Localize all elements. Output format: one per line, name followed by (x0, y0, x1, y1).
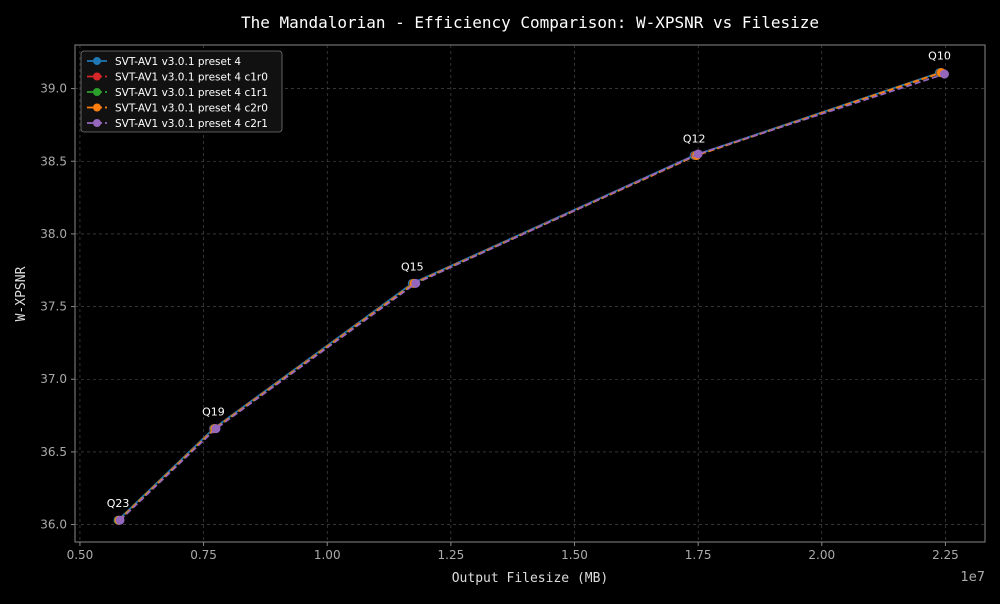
x-tick-label: 1.50 (561, 548, 588, 562)
y-tick-label: 36.5 (40, 445, 67, 459)
y-axis-label: W-XPSNR (14, 266, 29, 321)
data-point (211, 424, 221, 434)
y-tick-label: 39.0 (40, 82, 67, 96)
data-point (939, 69, 949, 79)
y-tick-label: 37.5 (40, 300, 67, 314)
point-annotation: Q19 (202, 406, 225, 419)
axis-ticks: 0.50 0.75 1.00 1.25 1.50 1.75 2.00 2.25 36.0 36.5… (40, 82, 959, 562)
series-layer (113, 68, 949, 525)
legend: SVT-AV1 v3.0.1 preset 4 SVT-AV1 v3.0.1 pr… (80, 50, 283, 133)
data-point (693, 149, 703, 159)
data-point (411, 278, 421, 288)
x-axis-label: Output Filesize (MB) (452, 571, 609, 586)
legend-swatch-marker (93, 103, 101, 112)
x-tick-label: 2.00 (808, 548, 835, 562)
legend-swatch-marker (93, 88, 101, 96)
x-tick-label: 1.25 (438, 548, 465, 562)
legend-swatch-marker (93, 57, 101, 65)
x-tick-label: 1.00 (314, 548, 341, 562)
x-tick-label: 0.75 (190, 548, 217, 562)
legend-entry-label: SVT-AV1 v3.0.1 preset 4 c2r0 (115, 103, 268, 115)
data-point (115, 515, 125, 525)
legend-entry-label: SVT-AV1 v3.0.1 preset 4 c2r1 (115, 118, 268, 130)
legend-swatch-marker (93, 119, 101, 127)
legend-box (80, 50, 283, 133)
legend-entry-label: SVT-AV1 v3.0.1 preset 4 c1r1 (115, 87, 268, 99)
y-tick-label: 36.0 (40, 518, 67, 532)
legend-swatch-marker (93, 72, 101, 81)
y-tick-label: 38.0 (40, 227, 67, 241)
legend-entry-label: SVT-AV1 v3.0.1 preset 4 c1r0 (115, 72, 268, 84)
point-annotation: Q23 (107, 497, 130, 510)
x-tick-label: 1.75 (685, 548, 712, 562)
legend-entry-label: SVT-AV1 v3.0.1 preset 4 (115, 56, 241, 68)
y-tick-label: 37.0 (40, 372, 67, 386)
x-axis-offset-label: 1e7 (960, 570, 985, 585)
point-annotation: Q10 (928, 50, 951, 63)
point-annotation: Q15 (401, 260, 424, 273)
point-annotation: Q12 (683, 132, 706, 145)
annotation-layer: Q23 Q19 Q15 Q12 Q10 (107, 50, 951, 511)
y-tick-label: 38.5 (40, 154, 67, 168)
x-tick-label: 2.25 (932, 548, 959, 562)
plot-area-frame (74, 44, 986, 543)
chart-title: The Mandalorian - Efficiency Comparison:… (241, 13, 819, 32)
x-tick-label: 0.50 (67, 548, 94, 562)
